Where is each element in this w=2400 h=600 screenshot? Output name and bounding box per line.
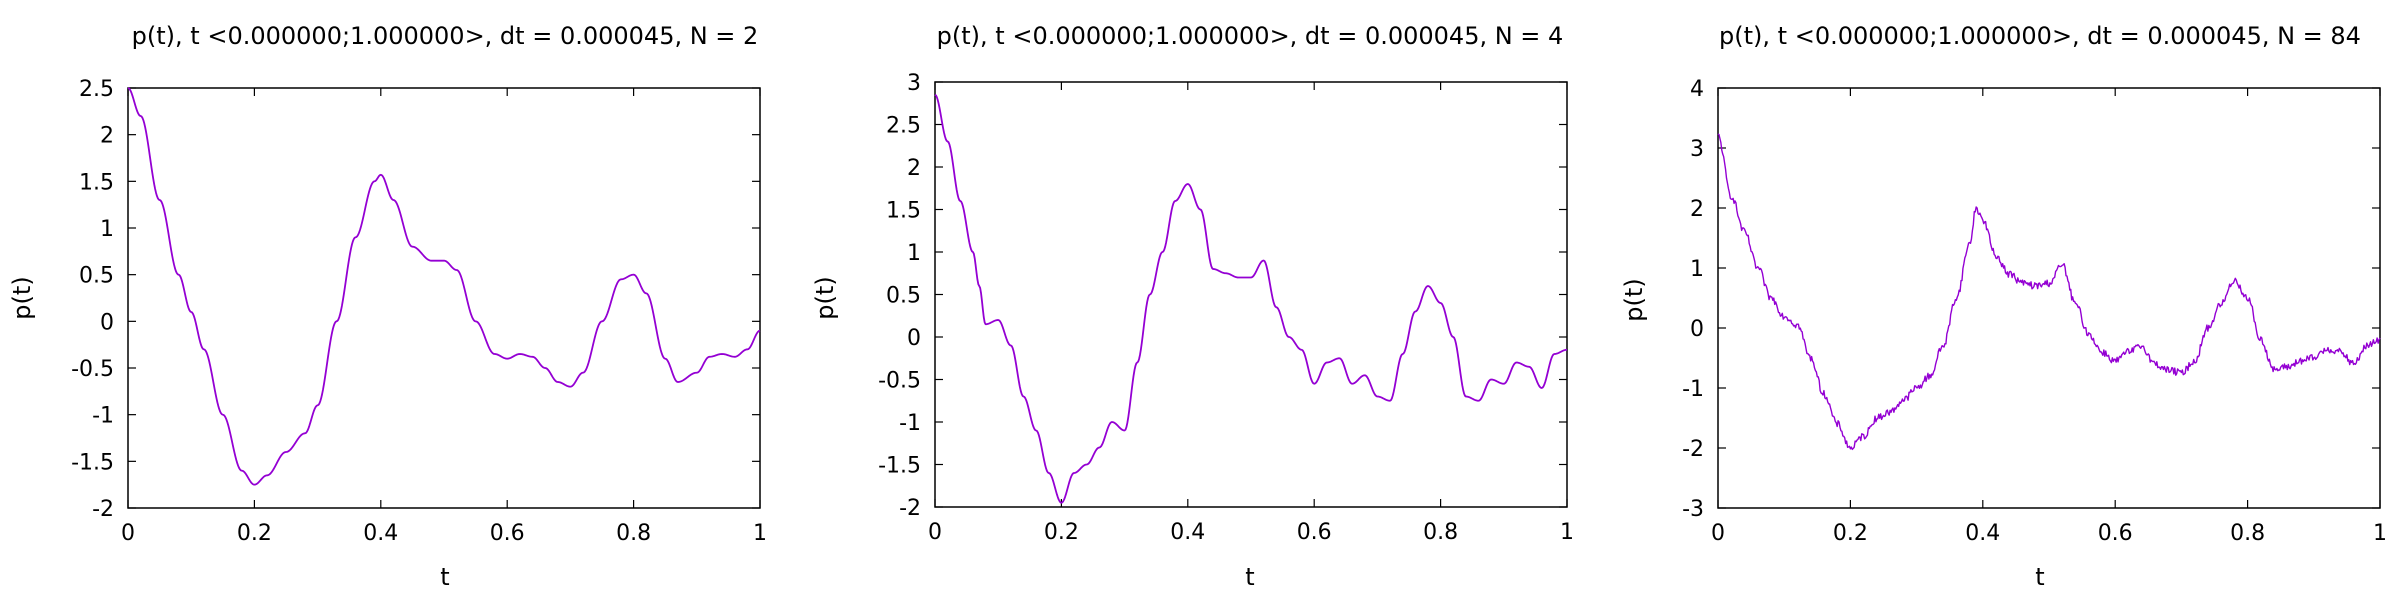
plot-frame bbox=[1717, 87, 2381, 509]
x-tick-label: 1 bbox=[2373, 521, 2387, 546]
chart-title: p(t), t <0.000000;1.000000>, dt = 0.0000… bbox=[1719, 22, 2361, 50]
y-tick-label: 1.5 bbox=[886, 199, 921, 224]
x-tick-label: 0.4 bbox=[1965, 521, 2000, 546]
y-tick-label: 0 bbox=[907, 326, 921, 351]
y-tick-label: -0.5 bbox=[878, 369, 921, 394]
x-tick-label: 0.4 bbox=[1170, 520, 1205, 545]
x-tick-label: 0.6 bbox=[490, 521, 525, 546]
y-axis-label: p(t) bbox=[8, 276, 36, 319]
y-tick-label: 1 bbox=[907, 241, 921, 266]
chart-title: p(t), t <0.000000;1.000000>, dt = 0.0000… bbox=[132, 22, 759, 50]
y-tick-label: 0 bbox=[100, 310, 114, 335]
y-tick-label: -1.5 bbox=[71, 450, 114, 475]
x-tick-label: 1 bbox=[1560, 520, 1574, 545]
chart-panel-n84: p(t), t <0.000000;1.000000>, dt = 0.0000… bbox=[1620, 22, 2387, 591]
chart-panel-n2: p(t), t <0.000000;1.000000>, dt = 0.0000… bbox=[8, 22, 767, 591]
x-tick-label: 1 bbox=[753, 521, 767, 546]
y-tick-label: 4 bbox=[1690, 77, 1704, 102]
y-tick-label: 2 bbox=[100, 124, 114, 149]
y-tick-label: 0.5 bbox=[886, 284, 921, 309]
x-tick-label: 0 bbox=[121, 521, 135, 546]
y-tick-label: -2 bbox=[899, 496, 921, 521]
y-tick-label: 2 bbox=[1690, 197, 1704, 222]
y-axis-label: p(t) bbox=[1620, 278, 1648, 321]
x-tick-label: 0.8 bbox=[1423, 520, 1458, 545]
y-tick-label: 1.5 bbox=[79, 170, 114, 195]
series-line bbox=[127, 87, 761, 486]
x-axis-label: t bbox=[440, 563, 449, 591]
y-tick-label: -3 bbox=[1682, 497, 1704, 522]
y-tick-label: 0 bbox=[1690, 317, 1704, 342]
y-tick-label: 1 bbox=[100, 217, 114, 242]
x-tick-label: 0.2 bbox=[1833, 521, 1868, 546]
y-tick-label: -1 bbox=[1682, 377, 1704, 402]
x-tick-label: 0.4 bbox=[363, 521, 398, 546]
y-tick-label: 3 bbox=[907, 71, 921, 96]
x-tick-label: 0.8 bbox=[616, 521, 651, 546]
x-axis-label: t bbox=[2035, 563, 2044, 591]
series-line bbox=[934, 93, 1568, 504]
y-tick-label: 3 bbox=[1690, 137, 1704, 162]
y-tick-label: -2 bbox=[1682, 437, 1704, 462]
plot-frame bbox=[934, 81, 1568, 508]
y-tick-label: 1 bbox=[1690, 257, 1704, 282]
y-tick-label: 2 bbox=[907, 156, 921, 181]
series-line bbox=[1717, 133, 2381, 451]
y-tick-label: -1.5 bbox=[878, 454, 921, 479]
plot-frame bbox=[127, 87, 761, 509]
x-tick-label: 0 bbox=[1711, 521, 1725, 546]
y-tick-label: 2.5 bbox=[79, 77, 114, 102]
x-tick-label: 0 bbox=[928, 520, 942, 545]
x-tick-label: 0.2 bbox=[237, 521, 272, 546]
x-tick-label: 0.2 bbox=[1044, 520, 1079, 545]
x-tick-label: 0.6 bbox=[2098, 521, 2133, 546]
y-axis-label: p(t) bbox=[811, 276, 839, 319]
x-tick-label: 0.8 bbox=[2230, 521, 2265, 546]
y-tick-label: -2 bbox=[92, 497, 114, 522]
y-tick-label: -1 bbox=[899, 411, 921, 436]
y-tick-label: 2.5 bbox=[886, 114, 921, 139]
chart-title: p(t), t <0.000000;1.000000>, dt = 0.0000… bbox=[937, 22, 1564, 50]
x-tick-label: 0.6 bbox=[1297, 520, 1332, 545]
chart-panel-n4: p(t), t <0.000000;1.000000>, dt = 0.0000… bbox=[811, 22, 1574, 591]
y-tick-label: 0.5 bbox=[79, 264, 114, 289]
y-tick-label: -1 bbox=[92, 404, 114, 429]
y-tick-label: -0.5 bbox=[71, 357, 114, 382]
x-axis-label: t bbox=[1245, 563, 1254, 591]
